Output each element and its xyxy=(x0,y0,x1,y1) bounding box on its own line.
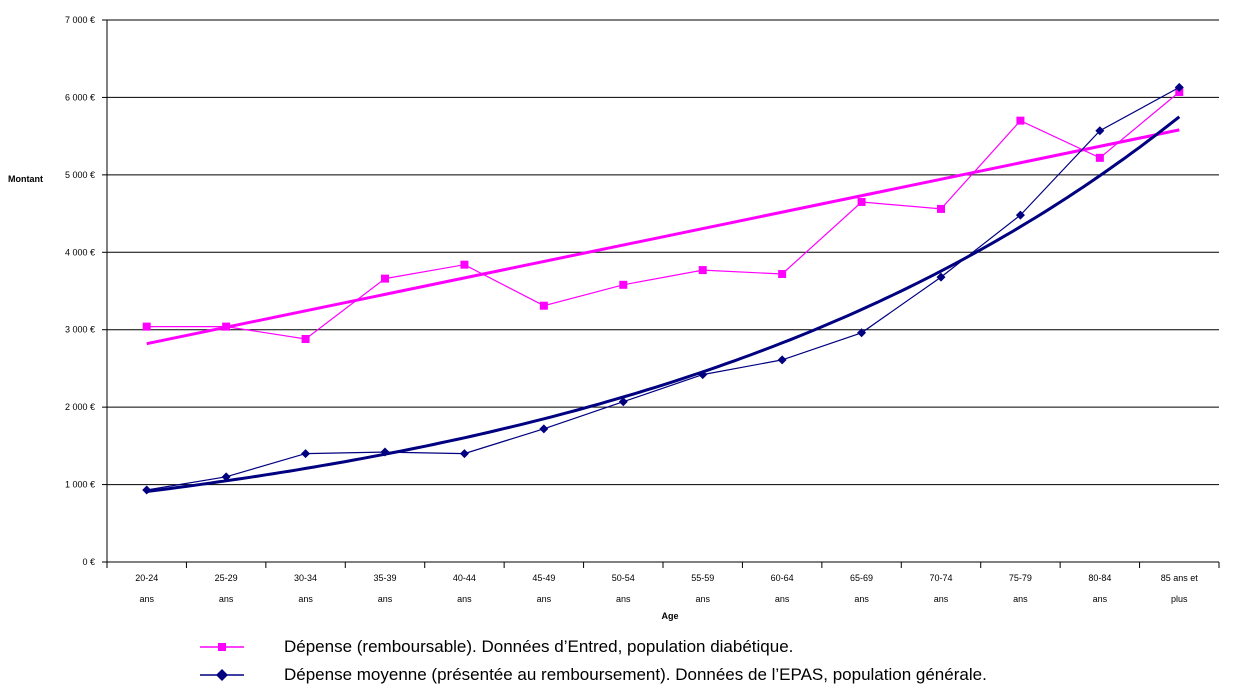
gridlines xyxy=(107,19,1219,486)
x-tick-label: ans xyxy=(695,594,710,604)
x-tick-label: ans xyxy=(1013,594,1028,604)
x-tick-label: plus xyxy=(1171,594,1188,604)
series-line-epas xyxy=(146,86,1180,491)
data-point-entred xyxy=(222,322,231,331)
data-point-epas xyxy=(1095,126,1105,136)
data-point-epas xyxy=(301,449,311,459)
y-tick-label: 2 000 € xyxy=(65,402,95,412)
data-point-entred xyxy=(1175,88,1184,97)
x-tick-label: 75-79 xyxy=(1009,573,1032,583)
data-point-entred xyxy=(857,197,866,206)
data-point-epas xyxy=(936,272,946,282)
x-tick-label: ans xyxy=(457,594,472,604)
data-point-entred xyxy=(539,301,548,310)
data-point-entred xyxy=(698,266,707,275)
data-point-epas xyxy=(1015,210,1025,220)
data-point-entred xyxy=(381,274,389,283)
y-axis-title: Montant xyxy=(8,174,43,184)
y-tick-label: 1 000 € xyxy=(65,480,95,490)
y-tick-label: 4 000 € xyxy=(65,247,95,257)
x-tick-label: 80-84 xyxy=(1088,573,1111,583)
x-tick-label: 85 ans et xyxy=(1161,573,1199,583)
x-tick-label: 35-39 xyxy=(373,573,396,583)
x-tick-label: 25-29 xyxy=(215,573,238,583)
legend-label-epas: Dépense moyenne (présentée au remboursem… xyxy=(284,665,987,684)
data-point-entred xyxy=(460,260,469,269)
y-tick-label: 3 000 € xyxy=(65,325,95,335)
x-tick-label: ans xyxy=(139,594,154,604)
data-point-epas xyxy=(618,397,628,407)
x-tick-label: ans xyxy=(219,594,234,604)
y-tick-label: 6 000 € xyxy=(65,92,95,102)
data-point-epas xyxy=(221,472,231,482)
series-layer xyxy=(142,82,1184,495)
y-axis-tick-labels: 0 € 1 000 € 2 000 € 3 000 € 4 000 € 5 000 € 6 … xyxy=(65,15,95,567)
x-tick-label: ans xyxy=(1093,594,1108,604)
x-tick-label: ans xyxy=(854,594,869,604)
data-point-epas xyxy=(539,424,549,434)
series-line-entred xyxy=(146,91,1180,340)
x-axis-title: Age xyxy=(661,611,678,621)
trendline-entred xyxy=(146,128,1180,346)
data-point-entred xyxy=(778,269,787,278)
data-point-entred xyxy=(142,322,151,331)
y-tick-label: 7 000 € xyxy=(65,15,95,25)
x-tick-label: ans xyxy=(537,594,552,604)
x-tick-label: 65-69 xyxy=(850,573,873,583)
x-tick-label: ans xyxy=(616,594,631,604)
x-tick-label: 70-74 xyxy=(929,573,952,583)
axes xyxy=(102,19,1220,568)
data-point-entred xyxy=(937,204,945,213)
data-point-epas xyxy=(380,447,390,457)
data-point-epas xyxy=(698,370,708,380)
x-tick-label: 40-44 xyxy=(453,573,476,583)
x-tick-label: ans xyxy=(378,594,393,604)
y-tick-label: 0 € xyxy=(82,557,95,567)
data-point-epas xyxy=(1174,82,1184,92)
x-tick-label: ans xyxy=(775,594,790,604)
data-point-entred xyxy=(1095,153,1104,162)
x-tick-label: ans xyxy=(298,594,313,604)
legend-marker-square-icon xyxy=(200,643,244,651)
x-axis-tick-labels: 20-24 ans 25-29 ans 30-34 ans 35-39 ans 40-44 ans… xyxy=(135,573,1198,604)
trendline-epas xyxy=(146,115,1181,493)
x-tick-label: ans xyxy=(934,594,949,604)
legend-label-entred: Dépense (remboursable). Données d’Entred… xyxy=(284,637,794,656)
x-tick-label: 20-24 xyxy=(135,573,158,583)
y-tick-label: 5 000 € xyxy=(65,170,95,180)
data-point-entred xyxy=(1016,116,1025,125)
x-tick-label: 50-54 xyxy=(612,573,635,583)
data-point-entred xyxy=(301,335,310,344)
x-tick-label: 60-64 xyxy=(771,573,794,583)
x-tick-label: 30-34 xyxy=(294,573,317,583)
data-point-epas xyxy=(459,449,469,459)
data-point-entred xyxy=(619,280,628,289)
data-point-epas xyxy=(857,328,867,338)
data-point-epas xyxy=(142,485,152,495)
data-point-epas xyxy=(777,355,787,365)
legend-marker-diamond-icon xyxy=(200,669,244,681)
x-tick-label: 45-49 xyxy=(532,573,555,583)
x-tick-label: 55-59 xyxy=(691,573,714,583)
